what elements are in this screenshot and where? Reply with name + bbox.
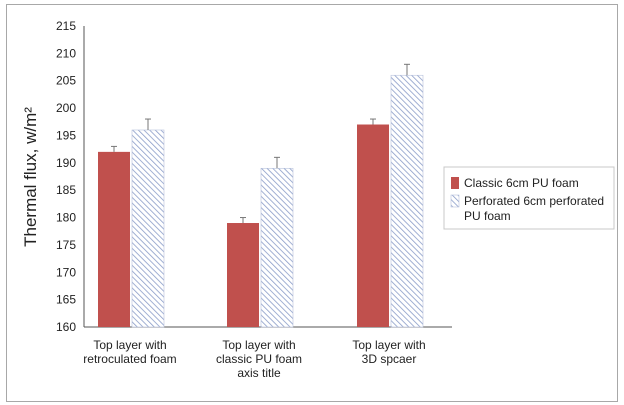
legend-swatch-classic	[451, 177, 459, 189]
bar-perforated-3	[390, 74, 424, 328]
x-category-label: Top layer with retroculated foam	[83, 338, 176, 366]
x-category-label: Top layer with classic PU foam axis title	[216, 338, 302, 380]
bar-classic-2	[227, 223, 259, 327]
chart-frame: 160 165 170 175 180 185 190 195 200 205 210 215 Ther…	[6, 4, 618, 402]
y-axis-title: Thermal flux, w/m²	[21, 107, 40, 247]
bar-perforated-2	[260, 167, 294, 328]
legend: Classic 6cm PU foam Perforated 6cm perfor…	[443, 166, 615, 230]
y-tick-label: 180	[56, 211, 76, 225]
y-tick-label: 185	[56, 183, 76, 197]
bars-layer	[98, 63, 424, 328]
legend-box	[443, 166, 615, 230]
x-category-label: Top layer with 3D spcaer	[352, 338, 425, 366]
y-tick-label: 170	[56, 265, 76, 279]
labels-layer: Top layer with retroculated foam Top layer…	[83, 338, 425, 380]
axis-layer: 160 165 170 175 180 185 190 195 200 205 210 215 Ther…	[21, 19, 452, 334]
bar-classic-1	[98, 151, 130, 327]
legend-label: Classic 6cm PU foam	[464, 176, 579, 190]
legend-label: Perforated 6cm perforated PU foam	[464, 194, 604, 223]
legend-swatch-perforated	[450, 194, 460, 208]
y-tick-label: 190	[56, 156, 76, 170]
y-tick-label: 215	[56, 19, 76, 33]
y-tick-label: 200	[56, 101, 76, 115]
bar-chart: 160 165 170 175 180 185 190 195 200 205 210 215 Ther…	[21, 19, 615, 380]
y-tick-label: 175	[56, 238, 76, 252]
y-tick-label: 165	[56, 293, 76, 307]
bar-perforated-1	[131, 129, 165, 328]
y-tick-label: 195	[56, 128, 76, 142]
bar-classic-3	[357, 124, 389, 327]
y-tick-label: 205	[56, 74, 76, 88]
y-tick-label: 160	[56, 320, 76, 334]
y-tick-label: 210	[56, 46, 76, 60]
